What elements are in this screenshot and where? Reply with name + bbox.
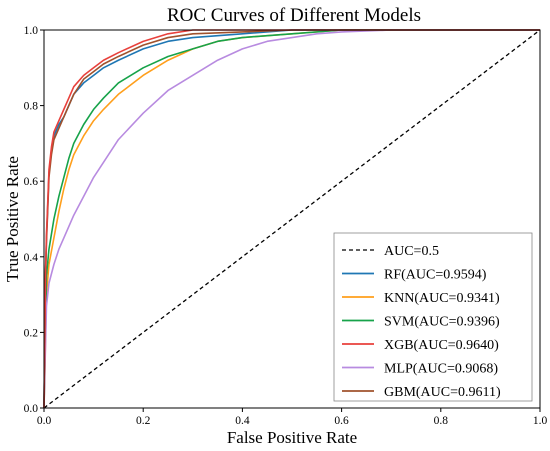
y-tick-label: 0.2 xyxy=(24,327,39,339)
chart-title: ROC Curves of Different Models xyxy=(167,5,421,26)
x-tick-label: 0.0 xyxy=(37,415,52,427)
legend-label-3: SVM(AUC=0.9396) xyxy=(384,315,500,330)
x-tick-label: 0.4 xyxy=(235,415,250,427)
legend: AUC=0.5 RF(AUC=0.9594) KNN(AUC=0.9341) SVM(… xyxy=(333,232,533,402)
series-line-0 xyxy=(43,29,541,409)
plot-frame xyxy=(43,29,541,409)
legend-label-5: MLP(AUC=0.9068) xyxy=(384,362,498,377)
legend-label-0: AUC=0.5 xyxy=(384,244,439,259)
legend-label-2: KNN(AUC=0.9341) xyxy=(384,291,500,306)
y-tick-label: 1.0 xyxy=(24,25,39,37)
y-tick-label: 0.6 xyxy=(24,176,39,188)
x-axis-label: False Positive Rate xyxy=(227,428,357,447)
legend-label-6: GBM(AUC=0.9611) xyxy=(384,385,501,400)
plot-area xyxy=(43,29,541,409)
y-tick-label: 0.8 xyxy=(24,101,39,113)
legend-label-4: XGB(AUC=0.9640) xyxy=(384,338,499,353)
x-tick-label: 1.0 xyxy=(533,415,548,427)
x-tick-label: 0.6 xyxy=(334,415,349,427)
x-axis-ticks: 0.0 0.2 0.4 0.6 0.8 1.0 xyxy=(37,408,548,427)
y-tick-label: 0.4 xyxy=(24,252,39,264)
x-tick-label: 0.2 xyxy=(136,415,151,427)
y-axis-ticks: 0.0 0.2 0.4 0.6 0.8 1.0 xyxy=(24,25,44,415)
x-tick-label: 0.8 xyxy=(434,415,449,427)
y-tick-label: 0.0 xyxy=(24,403,39,415)
legend-label-1: RF(AUC=0.9594) xyxy=(384,268,487,283)
y-axis-label: True Positive Rate xyxy=(3,156,22,282)
series-line-5 xyxy=(43,29,540,409)
legend-box xyxy=(333,232,533,402)
